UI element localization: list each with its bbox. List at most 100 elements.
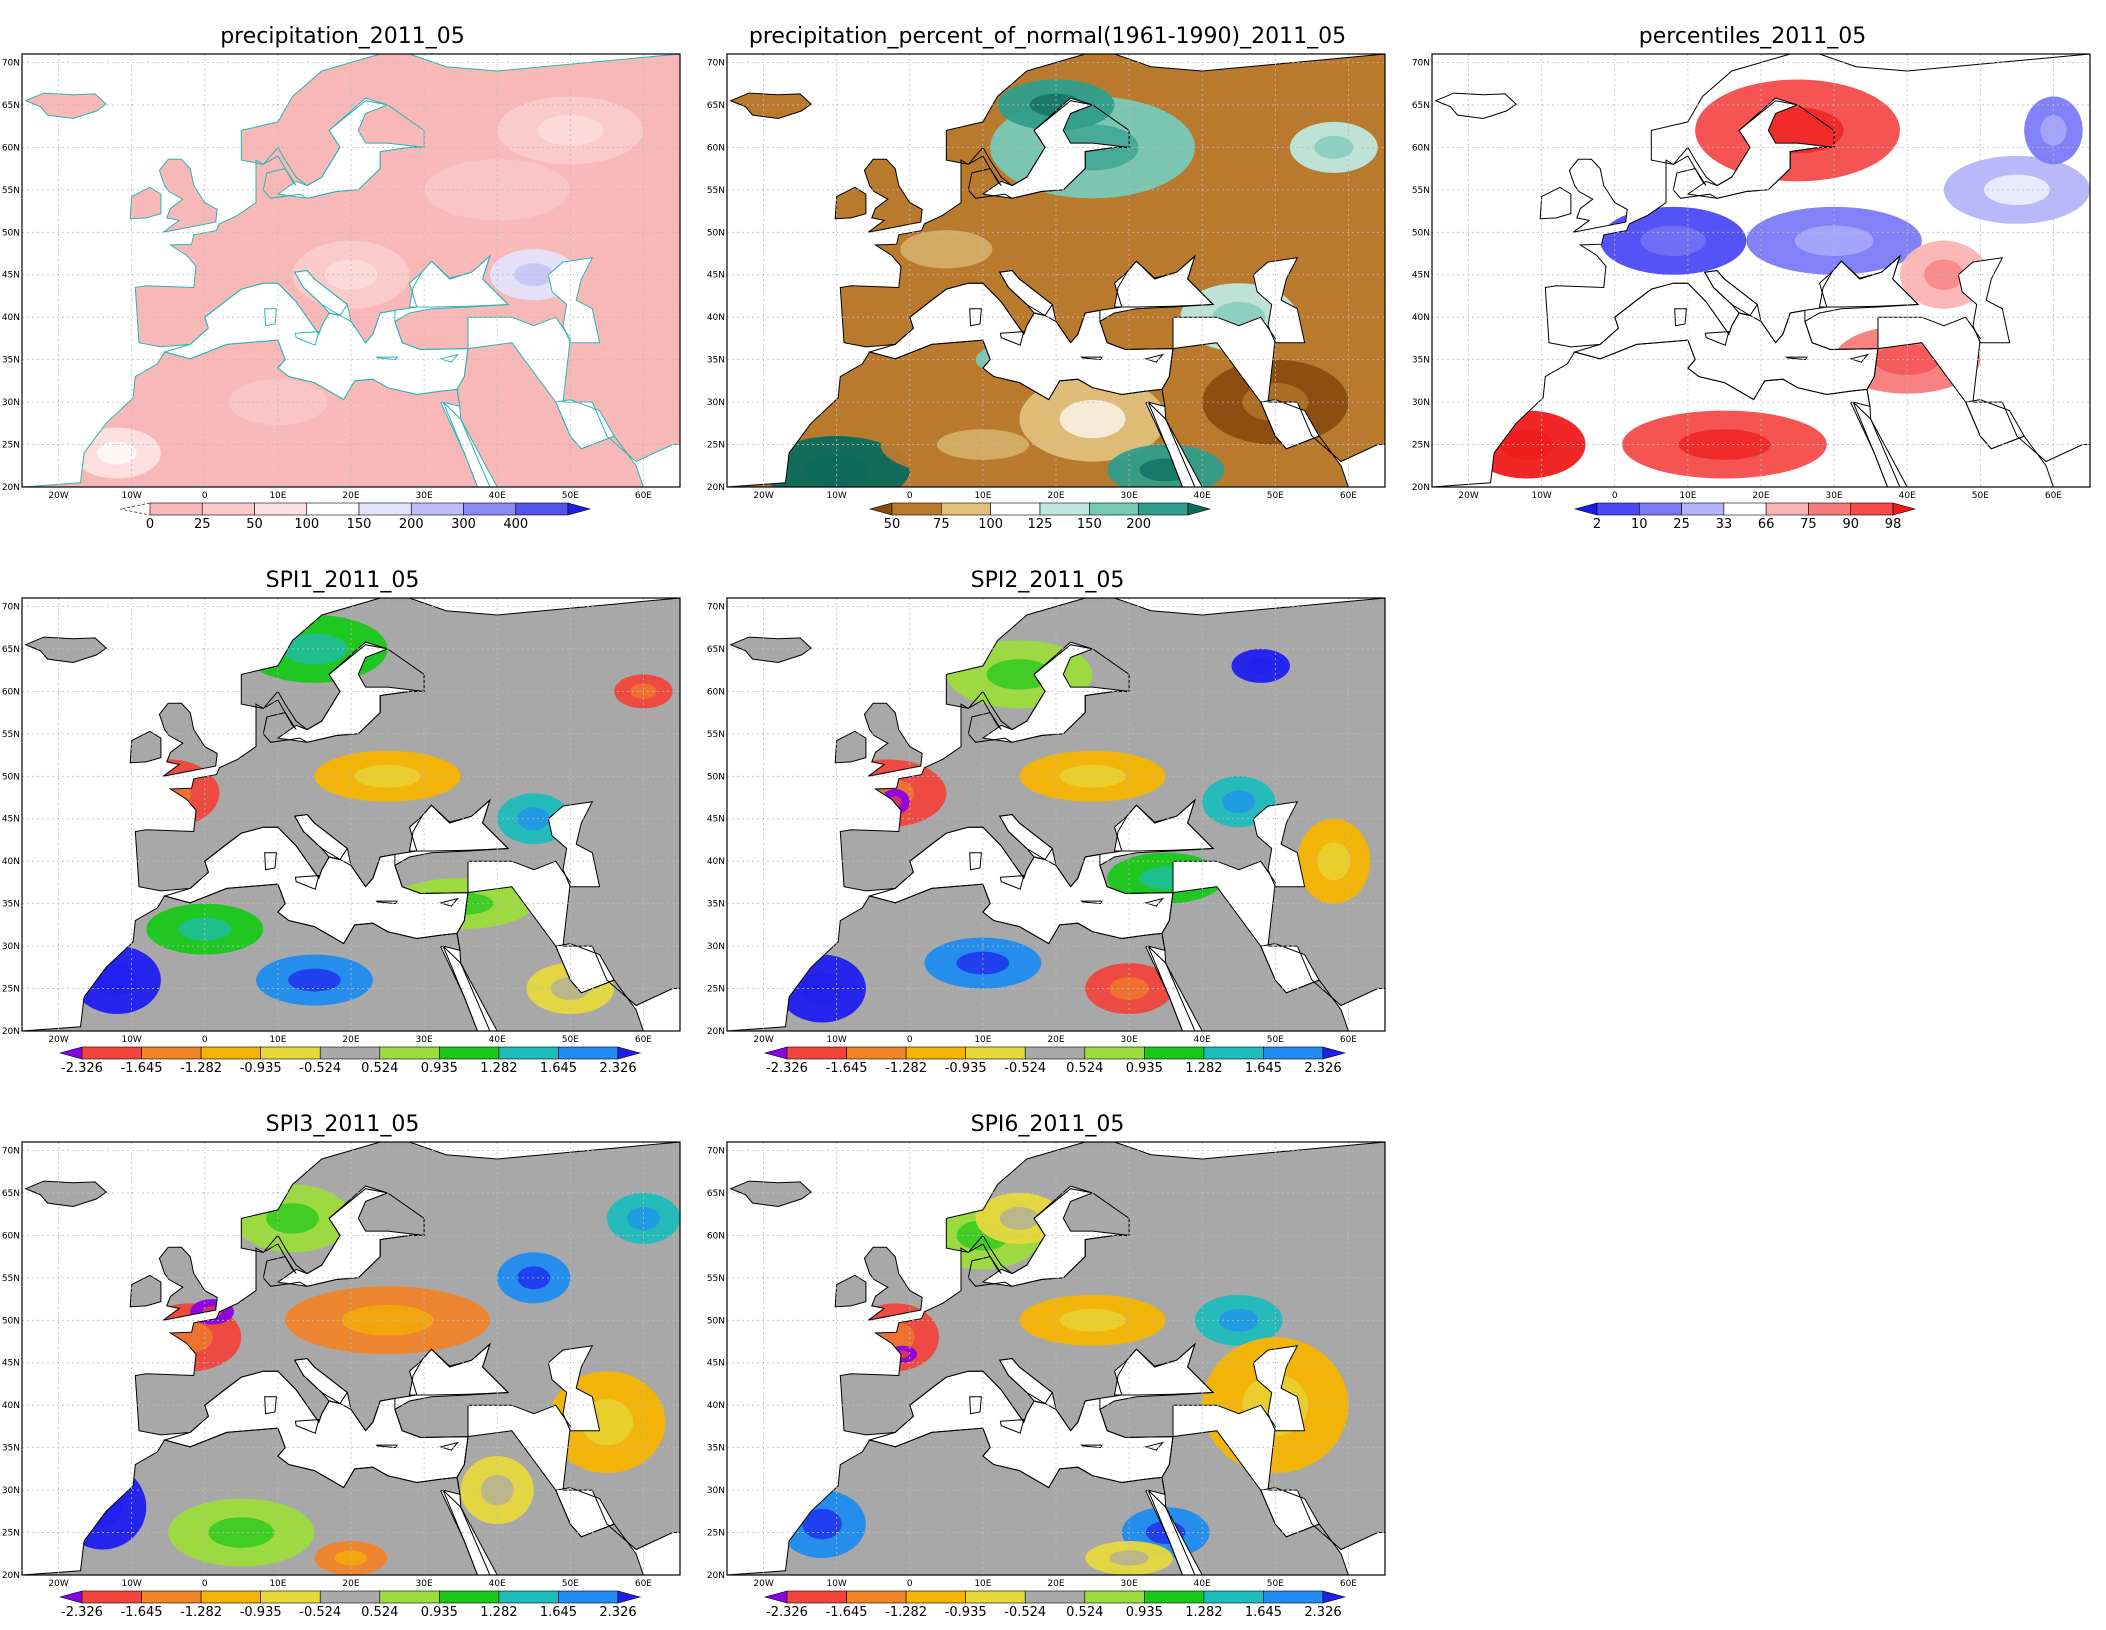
colorbar-arrow-right xyxy=(1187,502,1212,516)
lat-tick-label: 50N xyxy=(2,772,20,782)
colorbar-label: -0.935 xyxy=(945,1061,987,1076)
lon-tick-label: 30E xyxy=(416,1035,433,1045)
colorbar-label: 2.326 xyxy=(1304,1605,1341,1620)
lat-tick-label: 65N xyxy=(2,645,20,655)
colorbar-segment xyxy=(439,1046,500,1060)
colorbar-label: -1.282 xyxy=(180,1605,222,1620)
colorbar-label: 1.645 xyxy=(540,1605,577,1620)
lon-tick-label: 60E xyxy=(635,1579,652,1589)
lat-tick-label: 35N xyxy=(2,356,20,366)
colorbar-label: 98 xyxy=(1885,517,1902,532)
colorbar-label: -0.935 xyxy=(240,1605,282,1620)
lat-tick-label: 45N xyxy=(2,815,20,825)
colorbar-segment xyxy=(786,1046,847,1060)
colorbar-label: 0.524 xyxy=(1066,1605,1103,1620)
lat-tick-label: 55N xyxy=(2,730,20,740)
lon-tick-label: 0 xyxy=(1612,491,1618,501)
colorbar-label: 2.326 xyxy=(599,1061,636,1076)
colorbar-label: 0.935 xyxy=(421,1061,458,1076)
lat-tick-label: 55N xyxy=(707,1274,725,1284)
lat-tick-label: 55N xyxy=(1412,186,1430,196)
lat-tick-label: 30N xyxy=(2,942,20,952)
lat-tick-label: 65N xyxy=(707,645,725,655)
lat-tick-label: 30N xyxy=(707,1486,725,1496)
colorbar-segment xyxy=(379,1046,440,1060)
lon-tick-label: 30E xyxy=(416,491,433,501)
lat-tick-label: 45N xyxy=(2,271,20,281)
lon-tick-label: 40E xyxy=(1194,491,1211,501)
panel-spi6: SPI6_2011_05 20W 10W 0 10E 20E 30E 40E 50E 60E 20… xyxy=(705,1110,1390,1630)
lon-tick-label: 20E xyxy=(342,1579,359,1589)
lat-tick-label: 25N xyxy=(1412,441,1430,451)
lat-tick-label: 20N xyxy=(2,1571,20,1581)
lon-tick-label: 10E xyxy=(974,491,991,501)
lat-tick-label: 25N xyxy=(707,1529,725,1539)
lat-tick-label: 20N xyxy=(707,483,725,493)
colorbar-segment xyxy=(260,1046,321,1060)
panel-title: SPI6_2011_05 xyxy=(970,1112,1125,1137)
panel-title: SPI2_2011_05 xyxy=(970,568,1125,593)
colorbar-segment xyxy=(1596,502,1640,516)
lon-tick-label: 50E xyxy=(1267,1579,1284,1589)
lon-tick-label: 0 xyxy=(907,1035,913,1045)
colorbar-segment xyxy=(941,502,991,516)
panel-spi1: SPI1_2011_05 20W 10W 0 10E 20E 30E 40E 50E 60E 20… xyxy=(0,566,685,1086)
lat-tick-label: 70N xyxy=(707,58,725,68)
colorbar-arrow-left xyxy=(868,502,893,516)
colorbar-label: 1.282 xyxy=(480,1061,517,1076)
colorbar-label: 25 xyxy=(194,517,211,532)
lat-tick-label: 50N xyxy=(707,772,725,782)
map-spi3: 20W 10W 0 10E 20E 30E 40E 50E 60E 20N 25N 30N 35N 40N… xyxy=(2,1141,681,1620)
lat-tick-label: 40N xyxy=(2,313,20,323)
lon-tick-label: 20W xyxy=(48,1035,68,1045)
colorbar: -2.326 -1.645 -1.282 -0.935 -0.524 0.524 0.935… xyxy=(763,1590,1347,1620)
colorbar-segment xyxy=(846,1590,907,1604)
lon-tick-label: 40E xyxy=(1194,1579,1211,1589)
colorbar-segment xyxy=(200,1046,261,1060)
colorbar-label: 0 xyxy=(146,517,154,532)
lon-tick-label: 60E xyxy=(635,491,652,501)
colorbar-arrow-left xyxy=(58,1046,83,1060)
map-spi2: 20W 10W 0 10E 20E 30E 40E 50E 60E 20N 25N 30N 35N 40N… xyxy=(707,597,1386,1076)
map-percent-of-normal: 20W 10W 0 10E 20E 30E 40E 50E 60E 20N 25N 30N 35N 40N… xyxy=(707,53,1386,532)
lat-tick-label: 25N xyxy=(707,985,725,995)
lon-tick-label: 20W xyxy=(753,491,773,501)
colorbar-segment xyxy=(905,1590,966,1604)
colorbar-segment xyxy=(358,502,412,516)
colorbar-label: -0.524 xyxy=(299,1061,341,1076)
lat-tick-label: 25N xyxy=(2,1529,20,1539)
colorbar-label: -1.645 xyxy=(121,1605,163,1620)
lat-tick-label: 35N xyxy=(2,1444,20,1454)
colorbar-segment xyxy=(558,1590,619,1604)
lat-tick-label: 45N xyxy=(707,1359,725,1369)
lat-tick-label: 40N xyxy=(2,1401,20,1411)
colorbar: -2.326 -1.645 -1.282 -0.935 -0.524 0.524 0.935… xyxy=(58,1590,642,1620)
lon-tick-label: 20W xyxy=(753,1035,773,1045)
lat-tick-label: 20N xyxy=(2,1027,20,1037)
colorbar-label: -2.326 xyxy=(61,1605,103,1620)
colorbar-segment xyxy=(81,1590,142,1604)
colorbar: -2.326 -1.645 -1.282 -0.935 -0.524 0.524 0.935… xyxy=(58,1046,642,1076)
lat-tick-label: 65N xyxy=(2,101,20,111)
lat-tick-label: 35N xyxy=(2,900,20,910)
colorbar-label: -1.282 xyxy=(885,1061,927,1076)
colorbar-label: 75 xyxy=(933,517,950,532)
lon-tick-label: 60E xyxy=(635,1035,652,1045)
colorbar-label: 10 xyxy=(1631,517,1648,532)
panel-percentiles: percentiles_2011_05 20W 10W 0 10E 20E 30E 40E 5… xyxy=(1410,22,2095,542)
lon-tick-label: 50E xyxy=(1267,491,1284,501)
lat-tick-label: 40N xyxy=(707,1401,725,1411)
colorbar-label: 90 xyxy=(1842,517,1859,532)
colorbar-arrow-left xyxy=(763,1046,788,1060)
colorbar-label: 1.282 xyxy=(1185,1061,1222,1076)
colorbar-label: 200 xyxy=(399,517,424,532)
lon-tick-label: 30E xyxy=(1826,491,1843,501)
colorbar-label: 1.282 xyxy=(480,1605,517,1620)
colorbar-segment xyxy=(846,1046,907,1060)
lat-tick-label: 65N xyxy=(1412,101,1430,111)
lon-tick-label: 10W xyxy=(121,1579,141,1589)
colorbar: 50 75 100 125 150 200 xyxy=(868,502,1212,532)
colorbar-segment xyxy=(558,1046,619,1060)
lon-tick-label: 0 xyxy=(907,1579,913,1589)
panel-percent-of-normal: precipitation_percent_of_normal(1961-199… xyxy=(705,22,1390,542)
